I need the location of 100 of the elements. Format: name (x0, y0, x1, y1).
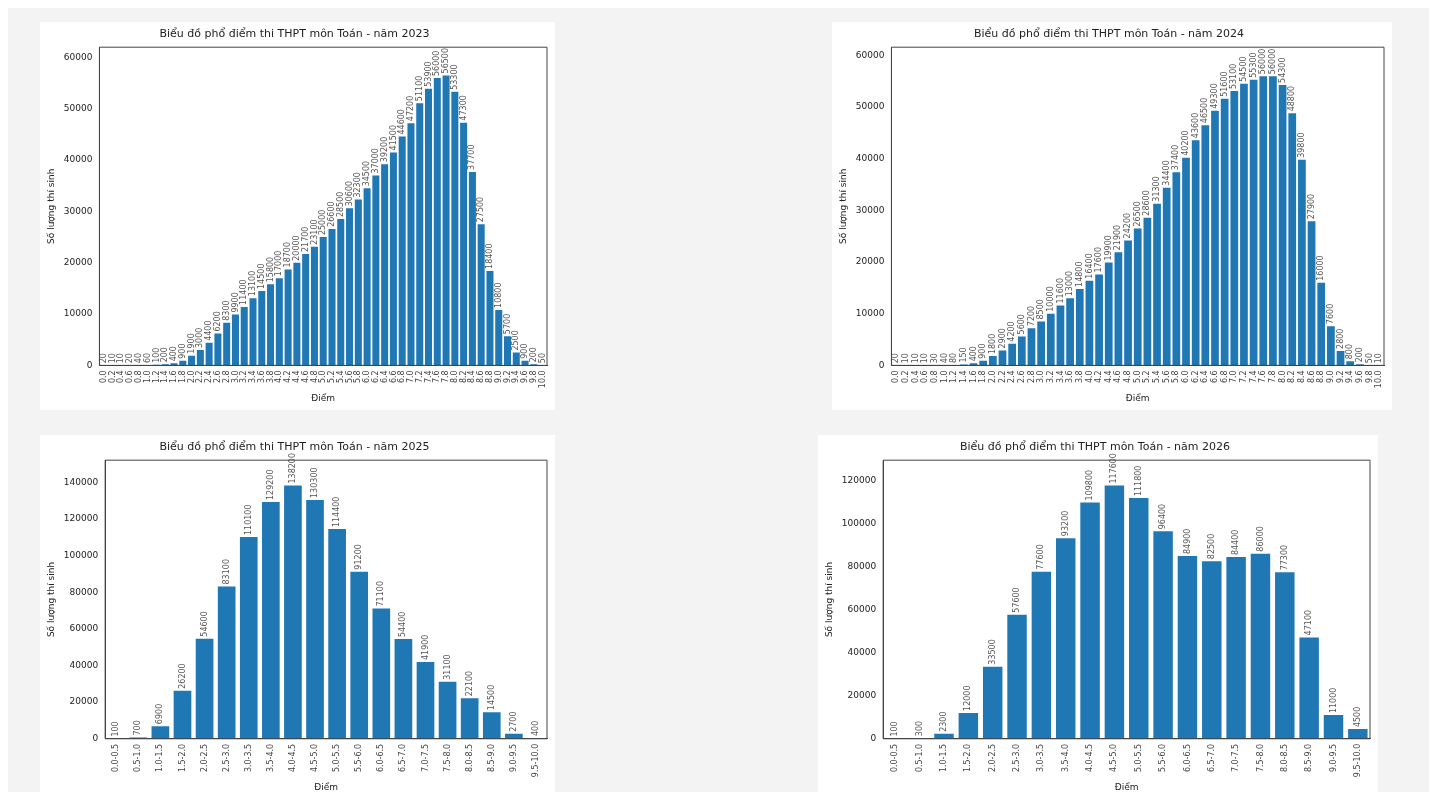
x-tick-label: 6.2 (1190, 370, 1200, 384)
x-tick-label: 3.8 (1074, 370, 1084, 384)
data-label: 26600 (327, 201, 337, 227)
data-label: 40200 (1181, 130, 1191, 156)
x-tick-label: 5.2 (327, 370, 337, 384)
x-tick-label: 0.5-1.0 (133, 743, 143, 773)
x-tick-label: 0.8 (134, 370, 143, 384)
data-label: 27900 (1306, 193, 1316, 220)
data-label: 129200 (265, 469, 275, 500)
x-axis-title: Điểm (1114, 781, 1139, 792)
x-tick-label: 9.0-9.5 (1328, 743, 1338, 773)
y-axis-title: Số lượng thí sinh (823, 561, 834, 638)
data-label: 84900 (1182, 528, 1192, 554)
data-label: 20 (125, 353, 135, 364)
data-label: 71100 (376, 581, 386, 607)
x-tick-label: 7.2 (1239, 370, 1249, 384)
x-tick-label: 6.8 (397, 370, 407, 384)
data-label: 700 (133, 720, 143, 736)
x-tick-label: 7.5-8.0 (442, 743, 452, 773)
x-tick-label: 8.0 (1277, 370, 1287, 384)
data-label: 41500 (388, 124, 398, 151)
x-tick-label: 8.4 (1296, 370, 1306, 384)
data-label: 83100 (221, 559, 231, 585)
data-label: 21900 (1113, 224, 1123, 251)
x-tick-label: 1.8 (177, 370, 187, 384)
data-label: 33500 (987, 639, 997, 665)
chart-title: Biểu đồ phổ điểm thi THPT môn Toán - năm 2026 (959, 440, 1231, 454)
x-tick-label: 8.8 (485, 370, 495, 384)
x-tick-label: 3.0-3.5 (1036, 743, 1046, 773)
y-tick-label: 80000 (847, 560, 877, 571)
x-tick-label: 10.0 (1374, 370, 1384, 389)
y-tick-label: 60000 (63, 51, 93, 62)
x-tick-label: 6.6 (1210, 370, 1220, 384)
x-tick-label: 0.0-0.5 (890, 743, 900, 773)
data-label: 15800 (265, 256, 275, 283)
x-tick-label: 2.8 (221, 370, 231, 384)
x-tick-label: 1.0 (939, 370, 949, 384)
x-tick-label: 7.8 (1268, 370, 1278, 384)
x-tick-label: 2.6 (212, 370, 222, 384)
data-label: 900 (177, 343, 187, 359)
x-tick-label: 2.2 (195, 370, 205, 384)
y-tick-label: 100000 (841, 517, 877, 528)
data-label: 54300 (1277, 57, 1287, 83)
data-label: 900 (978, 343, 988, 359)
x-tick-label: 3.6 (1065, 370, 1075, 384)
y-tick-label: 60000 (847, 603, 877, 614)
x-tick-label: 5.6 (344, 370, 354, 384)
data-label: 41900 (420, 634, 430, 660)
data-label: 13100 (248, 270, 258, 297)
x-tick-label: 3.5-4.0 (265, 743, 275, 773)
data-label: 138200 (288, 452, 298, 484)
x-tick-label: 6.5-7.0 (1206, 743, 1216, 773)
data-label: 34400 (1161, 160, 1171, 186)
y-tick-label: 40000 (855, 153, 885, 164)
x-tick-label: 8.4 (467, 370, 477, 384)
x-tick-label: 4.4 (1103, 370, 1113, 384)
x-tick-label: 3.5-4.0 (1060, 743, 1070, 773)
data-label: 14500 (486, 684, 496, 711)
x-tick-label: 6.0 (362, 370, 372, 384)
x-tick-label: 2.4 (1007, 370, 1017, 384)
x-tick-label: 4.4 (291, 370, 301, 384)
x-tick-label: 8.6 (1306, 370, 1316, 384)
x-tick-label: 4.0 (274, 370, 284, 384)
x-tick-label: 5.0 (318, 370, 328, 384)
data-label: 111800 (1133, 465, 1143, 497)
x-tick-label: 3.4 (1055, 370, 1065, 384)
data-label: 56000 (1268, 48, 1278, 75)
data-label: 54600 (199, 611, 209, 637)
x-tick-label: 2.4 (204, 370, 214, 384)
x-tick-label: 6.8 (1219, 370, 1229, 384)
data-label: 25000 (318, 209, 328, 236)
chart-title: Biểu đồ phổ điểm thi THPT môn Toán - năm 2025 (159, 440, 430, 454)
data-label: 2900 (997, 328, 1007, 349)
data-label: 800 (1345, 343, 1355, 360)
x-tick-label: 5.5-6.0 (354, 743, 364, 773)
x-tick-label: 0.0 (891, 370, 901, 384)
data-label: 50 (537, 352, 547, 364)
x-tick-label: 7.0-7.5 (1231, 743, 1241, 773)
x-tick-label: 7.8 (441, 370, 451, 384)
data-label: 53100 (1229, 63, 1239, 90)
x-tick-label: 7.6 (432, 370, 442, 384)
x-tick-label: 1.6 (968, 370, 978, 384)
y-tick-label: 30000 (855, 204, 885, 215)
y-tick-label: 20000 (847, 690, 877, 701)
x-tick-label: 8.6 (476, 370, 486, 384)
x-tick-label: 5.0-5.5 (1133, 743, 1143, 773)
data-label: 16400 (1084, 253, 1094, 279)
x-tick-label: 7.0 (406, 370, 416, 384)
data-label: 54500 (1239, 56, 1249, 82)
data-label: 10 (920, 353, 930, 364)
data-label: 39200 (379, 136, 389, 163)
data-label: 400 (531, 720, 541, 737)
data-label: 2700 (508, 711, 518, 732)
x-tick-label: 3.0-3.5 (243, 743, 253, 773)
x-tick-label: 1.5-2.0 (963, 743, 973, 773)
data-label: 40 (939, 352, 949, 364)
x-tick-label: 7.0-7.5 (420, 743, 430, 773)
x-tick-label: 1.0-1.5 (155, 743, 165, 773)
x-tick-label: 9.4 (1345, 370, 1355, 384)
data-label: 47300 (458, 95, 468, 121)
